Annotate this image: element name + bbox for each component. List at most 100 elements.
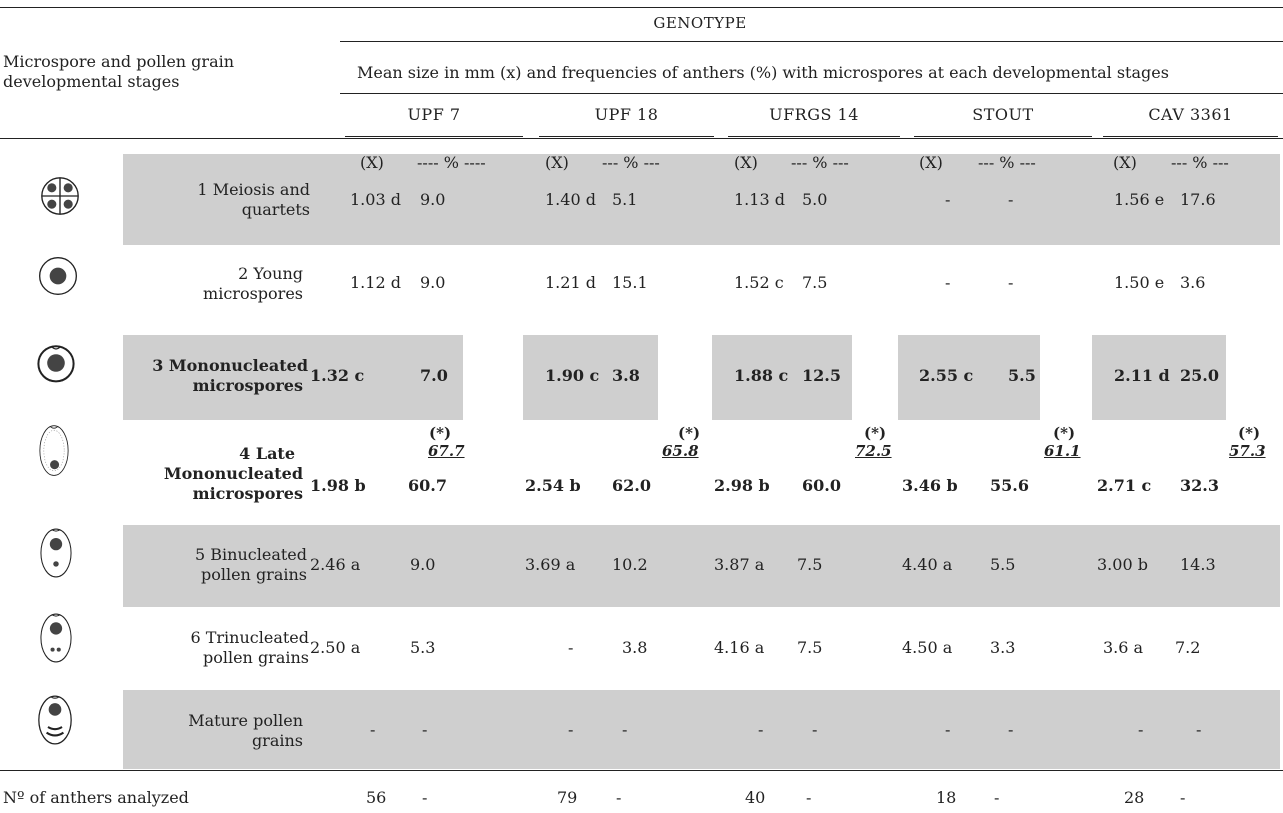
r3-ufrgs14-x: 1.88 c: [734, 366, 789, 385]
r6-cav-pct: 7.2: [1175, 638, 1201, 657]
footer-count-upf7: 56: [366, 788, 387, 807]
col-pct-ufrgs14: --- % ---: [791, 153, 849, 172]
row-shade-1: [123, 154, 1280, 245]
stage-1-line1: 1 Meiosis and: [197, 180, 310, 199]
mononucleated-microspore-icon: [37, 345, 75, 383]
r1-upf7-x: 1.03 d: [350, 190, 401, 209]
r5-upf18-pct: 10.2: [612, 555, 648, 574]
r4-stout-x: 3.46 b: [902, 476, 958, 495]
stage-6-line1: 6 Trinucleated: [190, 628, 309, 647]
footer-dash-cav: -: [1180, 788, 1186, 807]
r2-upf18-x: 1.21 d: [545, 273, 596, 292]
r4-cav-pct: 32.3: [1180, 476, 1219, 495]
col-x-upf18: (X): [545, 153, 569, 172]
stage-1-line2: quartets: [241, 200, 310, 219]
col-pct-upf7: ---- % ----: [417, 153, 486, 172]
r1-upf18-x: 1.40 d: [545, 190, 596, 209]
r1-ufrgs14-pct: 5.0: [802, 190, 828, 209]
r6-upf7-x: 2.50 a: [310, 638, 361, 657]
r7-upf7-pct: -: [422, 720, 428, 739]
total-upf7: 67.7: [428, 442, 465, 460]
r2-upf7-pct: 9.0: [420, 273, 446, 292]
total-ufrgs14: 72.5: [855, 442, 892, 460]
r7-upf18-pct: -: [622, 720, 628, 739]
row-header-line2: developmental stages: [3, 72, 180, 91]
r3-cav-pct: 25.0: [1180, 366, 1219, 385]
star-cav: (*): [1238, 424, 1261, 442]
r2-upf7-x: 1.12 d: [350, 273, 401, 292]
total-stout: 61.1: [1044, 442, 1081, 460]
genotype-stout: STOUT: [972, 105, 1034, 124]
genotype-cav: CAV 3361: [1148, 105, 1233, 124]
footer-dash-upf7: -: [422, 788, 428, 807]
stage-3-line1: 3 Mononucleated: [152, 356, 308, 375]
stage-5-line1: 5 Binucleated: [195, 545, 307, 564]
r7-upf18-x: -: [568, 720, 574, 739]
stage-2-line2: microspores: [203, 284, 303, 303]
row-shade-3-label: [123, 335, 305, 420]
col-pct-cav: --- % ---: [1171, 153, 1229, 172]
r3-cav-x: 2.11 d: [1114, 366, 1170, 385]
row-shade-5: [123, 525, 1280, 607]
footer-label: Nº of anthers analyzed: [3, 788, 189, 807]
r4-upf18-pct: 62.0: [612, 476, 651, 495]
r7-ufrgs14-pct: -: [812, 720, 818, 739]
top-rule: [0, 7, 1283, 8]
r4-ufrgs14-pct: 60.0: [802, 476, 841, 495]
row-shade-3-upf18: [523, 335, 658, 420]
row-shade-3-cav: [1092, 335, 1226, 420]
r7-upf7-x: -: [370, 720, 376, 739]
table-bottom-rule: [0, 770, 1283, 771]
genotype-ufrgs14: UFRGS 14: [769, 105, 859, 124]
col-pct-upf18: --- % ---: [602, 153, 660, 172]
r1-upf18-pct: 5.1: [612, 190, 638, 209]
col-x-ufrgs14: (X): [734, 153, 758, 172]
r3-upf7-pct: 7.0: [420, 366, 448, 385]
r5-ufrgs14-x: 3.87 a: [714, 555, 765, 574]
r5-stout-pct: 5.5: [990, 555, 1016, 574]
r6-upf7-pct: 5.3: [410, 638, 436, 657]
r1-cav-pct: 17.6: [1180, 190, 1216, 209]
mature-pollen-icon: [38, 695, 72, 745]
total-cav: 57.3: [1229, 442, 1266, 460]
stage-6-line2: pollen grains: [202, 648, 309, 667]
star-stout: (*): [1053, 424, 1076, 442]
row-shade-3-ufrgs14: [712, 335, 852, 420]
r3-ufrgs14-pct: 12.5: [802, 366, 841, 385]
star-ufrgs14: (*): [864, 424, 887, 442]
r5-ufrgs14-pct: 7.5: [797, 555, 823, 574]
r6-upf18-pct: 3.8: [622, 638, 648, 657]
row-header-line1: Microspore and pollen grain: [3, 52, 235, 71]
r4-upf7-pct: 60.7: [408, 476, 447, 495]
r3-upf18-x-val: 1.90 c: [545, 366, 600, 385]
r7-cav-x: -: [1138, 720, 1144, 739]
genotype-rule: [340, 41, 1283, 42]
footer-count-upf18: 79: [557, 788, 578, 807]
r4-ufrgs14-x: 2.98 b: [714, 476, 770, 495]
col-x-cav: (X): [1113, 153, 1137, 172]
subheader: Mean size in mm (x) and frequencies of a…: [357, 63, 1169, 82]
r1-ufrgs14-x: 1.13 d: [734, 190, 785, 209]
r6-stout-x: 4.50 a: [902, 638, 953, 657]
r4-stout-pct: 55.6: [990, 476, 1029, 495]
footer-count-ufrgs14: 40: [745, 788, 766, 807]
col-x-upf7: (X): [360, 153, 384, 172]
r3-upf18-pct: 3.8: [612, 366, 640, 385]
genotype-upf18: UPF 18: [594, 105, 659, 124]
r5-upf7-x: 2.46 a: [310, 555, 361, 574]
r5-cav-pct: 14.3: [1180, 555, 1216, 574]
cav-rule: [1103, 136, 1278, 137]
quartet-icon: [41, 177, 79, 215]
stage-4-line3: microspores: [192, 484, 303, 503]
r7-cav-pct: -: [1196, 720, 1202, 739]
ufrgs14-rule: [728, 136, 900, 137]
upf7-rule: [345, 136, 523, 137]
total-upf18: 65.8: [662, 442, 699, 460]
r4-upf7-x: 1.98 b: [310, 476, 366, 495]
r6-stout-pct: 3.3: [990, 638, 1016, 657]
r6-upf18-x: -: [568, 638, 574, 657]
late-mononucleated-icon: [39, 425, 69, 476]
r3-upf7-x: 1.32 c: [310, 366, 365, 385]
young-microspore-icon: [39, 257, 77, 295]
star-upf18: (*): [678, 424, 701, 442]
